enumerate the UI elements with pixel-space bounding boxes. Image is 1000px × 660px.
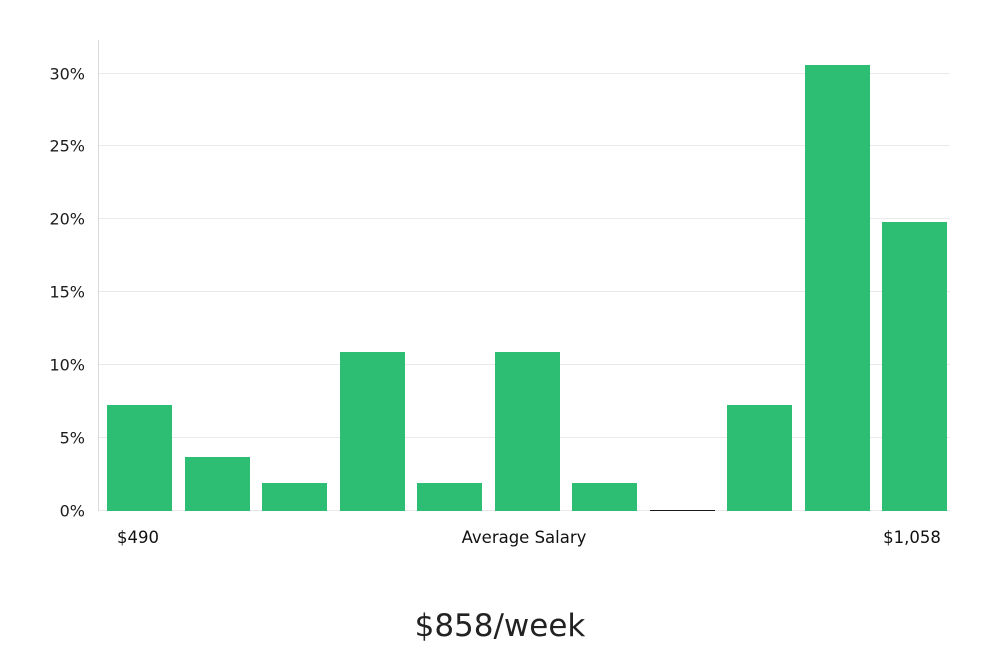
x-axis-label-min: $490 — [117, 528, 159, 547]
y-tick-label-5%: 5% — [59, 428, 85, 448]
bar-3 — [262, 483, 327, 511]
bar-group — [107, 40, 947, 511]
y-tick-label-10%: 10% — [49, 355, 85, 375]
y-tick-label-0%: 0% — [59, 501, 85, 521]
gridline-30% — [99, 72, 950, 74]
gridline-20% — [99, 218, 950, 220]
gridline-25% — [99, 145, 950, 147]
chart-title-weekly-salary: $858/week — [414, 608, 586, 644]
bar-10 — [804, 64, 870, 511]
bar-6 — [494, 352, 560, 511]
x-axis-label-max: $1,058 — [883, 528, 941, 547]
plot-area: 0% 5% 10% 15% 20% 25% 30% — [49, 40, 950, 521]
y-tick-label-30%: 30% — [49, 64, 85, 84]
bar-2 — [184, 457, 250, 511]
gridline-15% — [99, 291, 950, 293]
y-tick-label-25%: 25% — [49, 136, 85, 156]
y-tick-label-20%: 20% — [49, 209, 85, 229]
bar-11 — [882, 222, 947, 511]
bar-9 — [727, 404, 792, 511]
x-axis-label-average-salary: Average Salary — [461, 528, 587, 547]
bar-8 — [649, 509, 715, 511]
y-tick-label-15%: 15% — [49, 282, 85, 302]
bar-1 — [107, 404, 172, 511]
bar-4 — [339, 352, 405, 511]
bar-5 — [417, 483, 482, 511]
bar-7 — [572, 483, 637, 511]
